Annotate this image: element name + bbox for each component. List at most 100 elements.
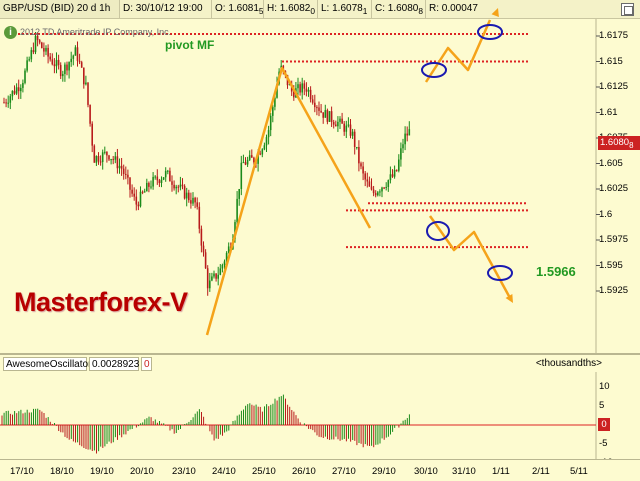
candle-body <box>274 97 276 107</box>
time-tick-label: 17/10 <box>10 466 34 477</box>
candle-body <box>395 169 398 171</box>
candle-body <box>160 179 163 183</box>
candle-body <box>288 84 291 86</box>
candle-body <box>213 273 215 277</box>
time-tick-label: 23/10 <box>172 466 196 477</box>
candle-body <box>32 50 35 53</box>
time-tick-label: 1/11 <box>492 466 510 477</box>
window-restore-icon[interactable] <box>621 3 634 16</box>
candle-body <box>314 102 316 108</box>
candle-body <box>120 165 123 169</box>
candle-body <box>24 70 26 83</box>
candle-body <box>324 110 327 118</box>
candle-body <box>398 159 400 171</box>
candle-body <box>51 59 54 65</box>
candle-body <box>131 189 133 194</box>
candle-body <box>34 35 37 53</box>
candle-body <box>246 159 249 165</box>
candle-body <box>57 59 60 65</box>
candle-body <box>99 161 102 163</box>
candle-body <box>379 191 381 193</box>
candle-body <box>244 162 247 165</box>
close-value: C: 1.60808 <box>372 0 426 18</box>
time-tick-label: 31/10 <box>452 466 476 477</box>
candle-body <box>110 159 112 161</box>
candle-body <box>297 84 299 89</box>
candle-body <box>112 159 114 161</box>
candle-body <box>234 222 236 240</box>
candle-body <box>370 186 373 190</box>
candle-body <box>402 144 404 149</box>
pivot-label: pivot MF <box>165 38 215 52</box>
candle-body <box>70 58 72 63</box>
candle-body <box>339 118 341 122</box>
candle-body <box>360 163 362 167</box>
candle-body <box>196 202 198 207</box>
indicator-name[interactable]: AwesomeOscillator <box>3 357 91 371</box>
candle-body <box>309 89 312 100</box>
time-tick-label: 26/10 <box>292 466 316 477</box>
price-tick-label: 1.6025 <box>599 183 629 194</box>
candle-body <box>181 184 184 186</box>
candle-body <box>177 186 180 188</box>
candle-body <box>11 90 14 97</box>
candle-body <box>47 47 49 57</box>
candle-body <box>146 182 148 192</box>
candle-body <box>242 162 245 164</box>
time-tick-label: 20/10 <box>130 466 154 477</box>
candle-body <box>156 176 159 181</box>
candle-body <box>185 192 188 199</box>
candle-body <box>311 99 314 103</box>
time-tick-label: 30/10 <box>414 466 438 477</box>
price-tick-label: 1.61 <box>599 106 618 118</box>
candle-body <box>353 131 356 147</box>
candle-body <box>49 56 51 60</box>
candle-body <box>362 166 364 174</box>
candle-body <box>383 187 385 189</box>
candle-body <box>347 124 350 126</box>
candle-body <box>162 177 165 180</box>
price-tick-label: 1.595 <box>599 259 623 271</box>
ellipse-marker <box>426 221 450 241</box>
candle-body <box>385 186 387 188</box>
candle-body <box>263 145 266 150</box>
price-tick-label: 1.6 <box>599 208 613 220</box>
candle-body <box>188 192 190 201</box>
arrow-up-icon <box>491 8 499 17</box>
candle-body <box>377 192 379 196</box>
info-icon[interactable]: i <box>4 26 17 39</box>
price-tick-label: 1.6175 <box>599 30 629 41</box>
candle-body <box>76 47 79 61</box>
copyright-text: 2012 TD Ameritrade IP Company, Inc. <box>20 27 172 37</box>
candle-body <box>164 170 167 178</box>
price-tick-label: 1.6125 <box>599 81 629 92</box>
candle-body <box>349 124 352 136</box>
candle-body <box>97 156 100 162</box>
candle-body <box>391 174 394 177</box>
candle-body <box>393 169 396 177</box>
time-tick-label: 29/10 <box>372 466 396 477</box>
candle-body <box>265 137 268 146</box>
candle-body <box>374 193 377 196</box>
candle-body <box>154 176 156 178</box>
ellipse-marker <box>421 62 447 78</box>
symbol-label[interactable]: GBP/USD (BID) 20 d 1h <box>0 0 120 18</box>
candle-body <box>335 124 337 127</box>
candle-body <box>129 177 131 190</box>
oscillator-tick-label: -5 <box>599 438 608 449</box>
time-axis[interactable]: 17/10 18/10 19/10 20/10 23/10 24/10 25/10 26/10… <box>0 459 640 481</box>
candle-body <box>64 64 66 75</box>
candle-body <box>227 246 230 253</box>
time-tick-label: 2/11 <box>532 466 550 477</box>
candle-body <box>206 268 209 289</box>
candle-body <box>118 165 121 169</box>
candle-body <box>28 59 30 61</box>
candle-body <box>269 115 272 131</box>
candle-body <box>30 50 33 60</box>
candle-body <box>3 102 5 104</box>
candle-body <box>133 193 135 197</box>
candle-body <box>150 186 152 188</box>
candle-body <box>36 35 39 41</box>
